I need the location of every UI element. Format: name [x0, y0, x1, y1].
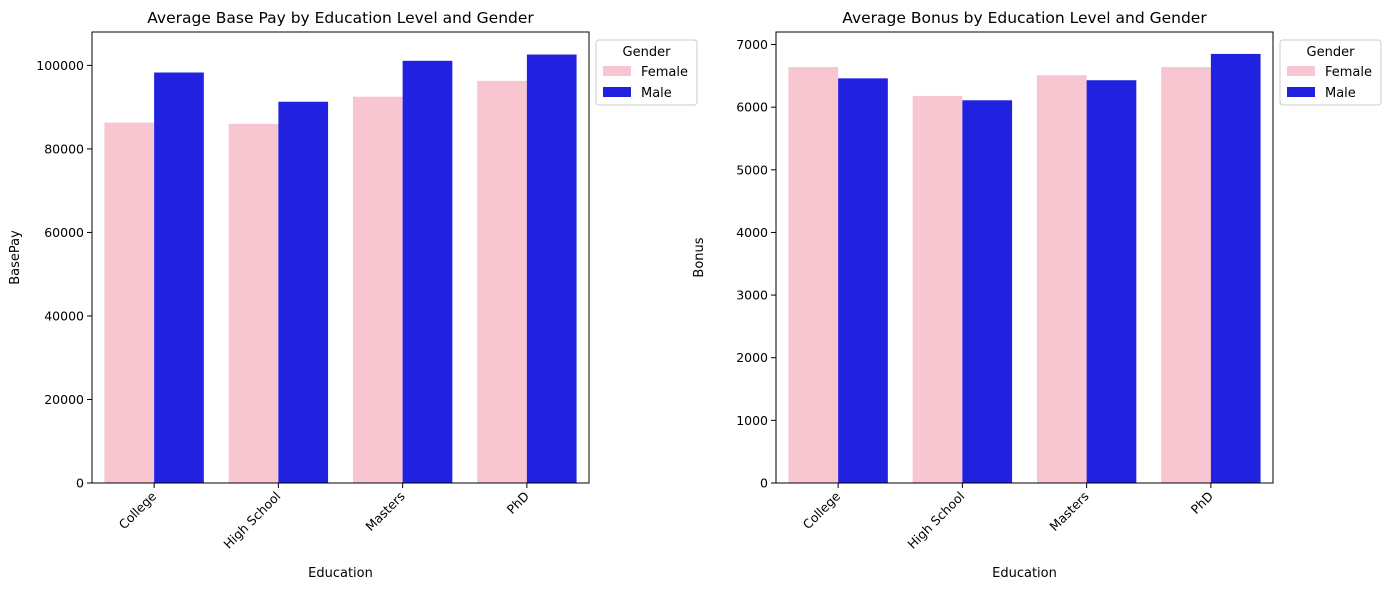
y-tick-label: 0 [76, 476, 84, 491]
y-tick-label: 100000 [36, 58, 84, 73]
x-tick-label: PhD [504, 489, 532, 517]
bar-male-college [838, 78, 888, 483]
y-tick-label: 80000 [44, 141, 84, 156]
bar-female-college [104, 122, 155, 484]
legend-label-male: Male [641, 86, 672, 101]
x-tick-label: College [800, 488, 844, 532]
x-tick-label: High School [220, 489, 283, 552]
y-tick-label: 40000 [44, 308, 84, 323]
legend-title: Gender [623, 45, 672, 60]
x-tick-label: High School [904, 489, 967, 552]
legend: Gender Female Male [595, 39, 698, 106]
bar-female-high-school [912, 95, 963, 483]
chart-base-pay: 0 20000 40000 60000 80000 100000 College High S… [8, 9, 698, 581]
y-tick-label: 3000 [736, 288, 768, 303]
bar-female-masters [1036, 75, 1087, 483]
bar-female-phd [1161, 67, 1211, 483]
y-tick-label: 7000 [736, 37, 768, 52]
x-axis-label: Education [308, 566, 373, 581]
legend-label-male: Male [1325, 86, 1356, 101]
legend-label-female: Female [641, 65, 688, 80]
chart-bonus: 0 1000 2000 3000 4000 5000 6000 7000 College High… [692, 9, 1382, 581]
legend-swatch-female [1287, 66, 1315, 76]
y-axis-label: Bonus [692, 237, 707, 277]
bar-female-phd [477, 80, 527, 484]
y-tick-label: 60000 [44, 225, 84, 240]
bar-female-college [788, 67, 839, 483]
x-tick-label: Masters [1046, 489, 1091, 534]
chart-title: Average Base Pay by Education Level and … [147, 9, 534, 27]
y-tick-label: 0 [760, 476, 768, 491]
x-axis-label: Education [992, 566, 1057, 581]
bar-male-masters [1086, 80, 1137, 483]
x-tick-label: PhD [1188, 489, 1216, 517]
y-tick-label: 20000 [44, 392, 84, 407]
bar-male-phd [1210, 53, 1261, 484]
bar-male-phd [526, 54, 577, 484]
plot-frame [91, 31, 590, 484]
chart-title: Average Bonus by Education Level and Gen… [842, 9, 1207, 27]
y-axis-label: BasePay [8, 230, 23, 285]
bar-female-masters [352, 96, 403, 483]
legend-title: Gender [1307, 45, 1356, 60]
x-tick-label: College [116, 488, 160, 532]
y-tick-label: 1000 [736, 413, 768, 428]
legend-swatch-female [603, 66, 631, 76]
y-tick-label: 2000 [736, 350, 768, 365]
x-tick-label: Masters [362, 489, 407, 534]
legend-swatch-male [1287, 87, 1315, 97]
bar-male-high-school [278, 101, 329, 484]
bar-male-high-school [962, 100, 1013, 483]
bar-male-masters [402, 60, 453, 484]
legend-swatch-male [603, 87, 631, 97]
y-tick-label: 6000 [736, 100, 768, 115]
y-tick-label: 5000 [736, 162, 768, 177]
legend: Gender Female Male [1279, 39, 1382, 106]
plot-frame [775, 31, 1274, 484]
bar-male-college [154, 72, 204, 483]
legend-label-female: Female [1325, 65, 1372, 80]
bar-female-high-school [228, 123, 279, 484]
y-tick-label: 4000 [736, 225, 768, 240]
